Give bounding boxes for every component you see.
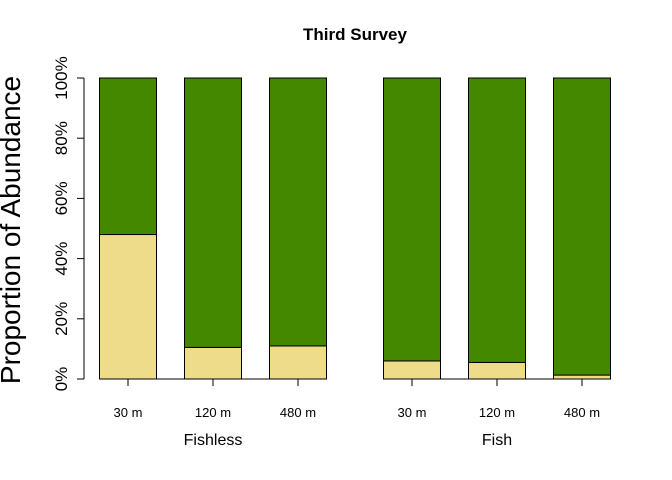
bar-segment-4-0 — [468, 361, 526, 380]
bars — [99, 77, 611, 380]
x-axis: 30 m 120 m 480 m Fishless 30 m 120 m 480 m Fish — [114, 378, 600, 449]
bar-segment-2-0 — [269, 345, 327, 380]
y-tick-label: 40% — [52, 242, 71, 276]
y-tick-label: 60% — [52, 181, 71, 215]
y-tick-label: 100% — [52, 56, 71, 99]
bar-segment-4-1 — [468, 77, 526, 363]
bar-segment-1-0 — [184, 346, 242, 380]
bar-segment-0-0 — [99, 234, 157, 380]
bar-segment-3-1 — [383, 77, 441, 362]
x-tick-label: 480 m — [564, 405, 600, 420]
bar-segment-5-0 — [553, 374, 611, 380]
y-axis-label: Proportion of Abundance — [0, 76, 26, 384]
y-tick-label: 80% — [52, 121, 71, 155]
x-tick-label: 480 m — [280, 405, 316, 420]
bar-segment-2-1 — [269, 77, 327, 347]
x-tick-label: 120 m — [195, 405, 231, 420]
y-tick-label: 20% — [52, 302, 71, 336]
group-label: Fishless — [184, 432, 243, 449]
x-tick-label: 120 m — [479, 405, 515, 420]
group-label: Fish — [482, 432, 512, 449]
bar-segment-1-1 — [184, 77, 242, 348]
x-tick-label: 30 m — [114, 405, 143, 420]
bar-segment-3-0 — [383, 360, 441, 380]
bar-segment-5-1 — [553, 77, 611, 376]
chart-title: Third Survey — [303, 25, 407, 44]
y-tick-label: 0% — [52, 367, 71, 392]
x-tick-label: 30 m — [398, 405, 427, 420]
y-axis: 0% 20% 40% 60% 80% 100% — [52, 56, 85, 392]
bar-segment-0-1 — [99, 77, 157, 236]
